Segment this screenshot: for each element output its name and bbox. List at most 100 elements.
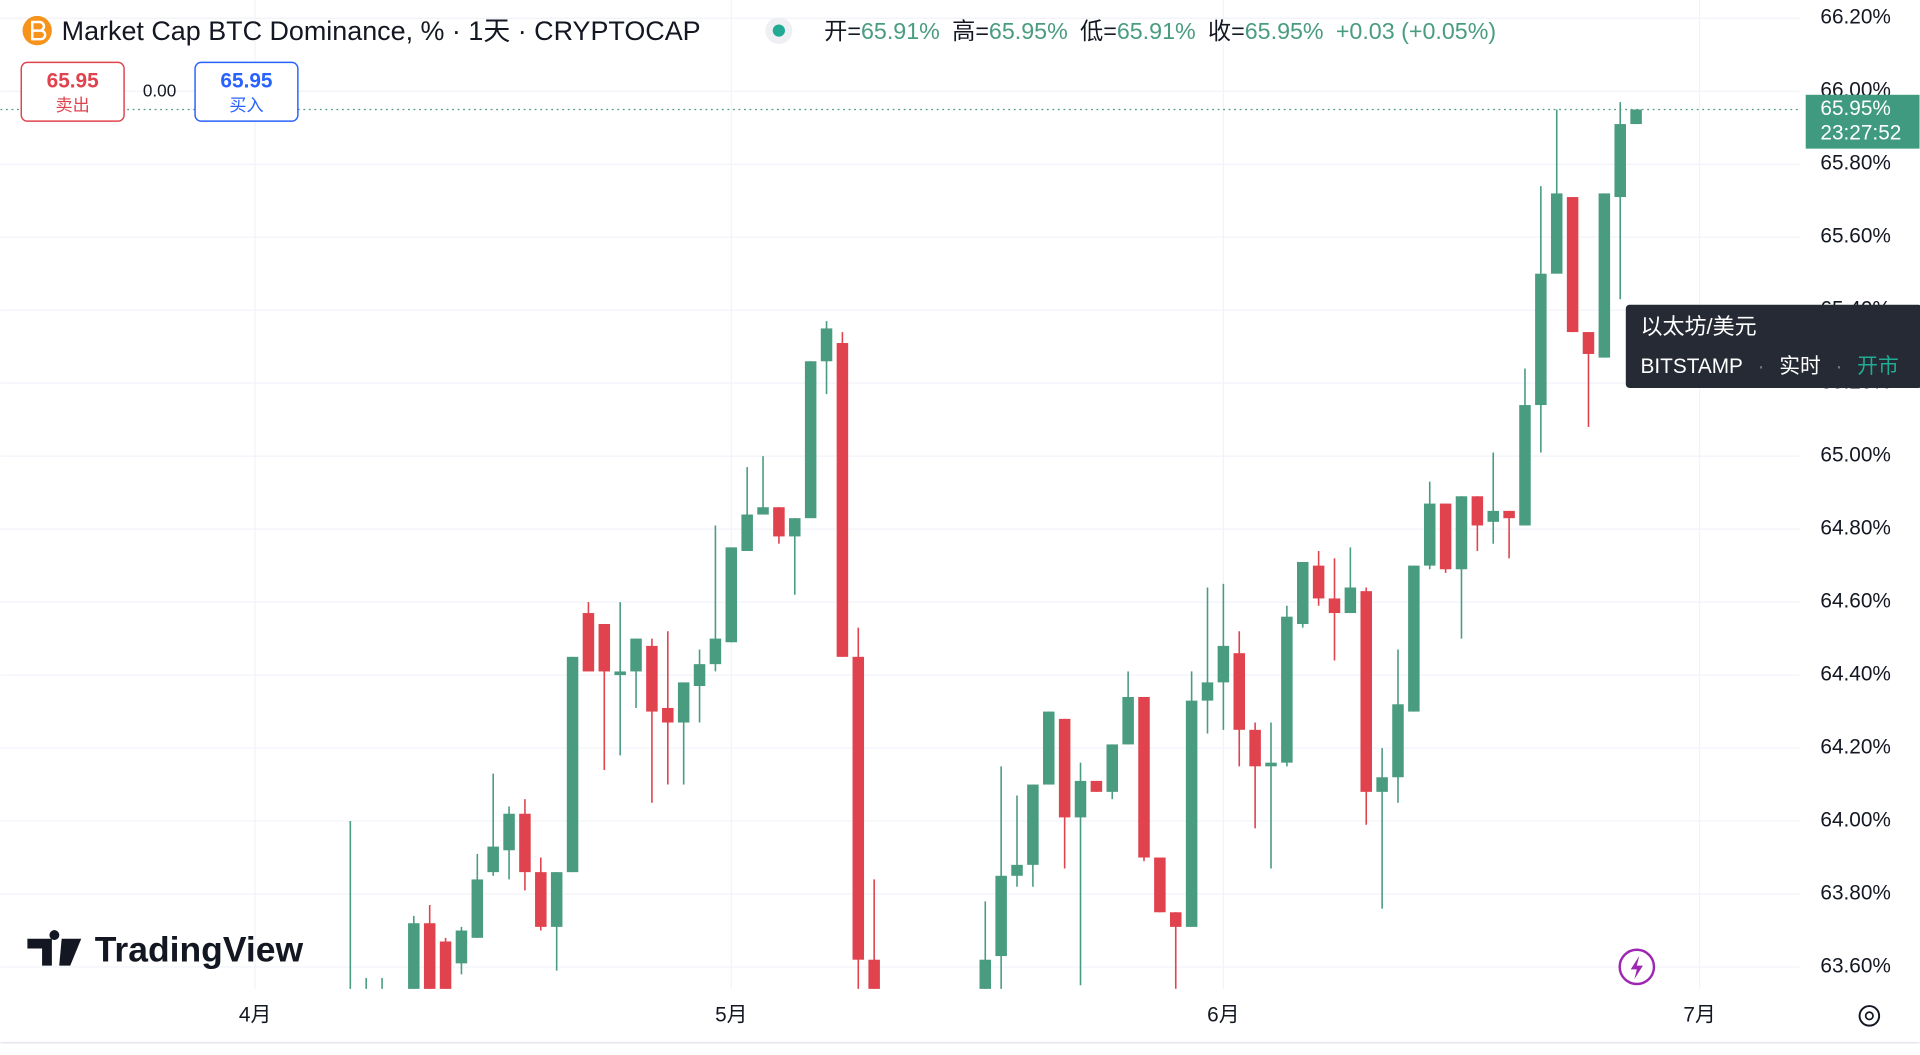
sell-price[interactable]: 65.95 xyxy=(47,70,99,93)
candle-body xyxy=(1376,777,1388,792)
candle-body xyxy=(1249,729,1261,767)
last-price-box xyxy=(1805,94,1920,149)
last-price-label: 65.95% xyxy=(1820,97,1891,120)
candle-body xyxy=(550,872,563,927)
settings-icon[interactable] xyxy=(1858,1005,1881,1027)
candle-body xyxy=(773,507,785,537)
candle-body xyxy=(868,959,880,989)
candle-body xyxy=(979,959,992,989)
candle-body xyxy=(519,813,531,873)
candle-body xyxy=(1550,193,1563,274)
legend-label: 收= xyxy=(1208,18,1245,44)
legend-value: 65.95% xyxy=(1245,18,1324,44)
sell-label[interactable]: 卖出 xyxy=(56,95,90,115)
buy-price[interactable]: 65.95 xyxy=(220,70,272,93)
y-tick-label: 65.00% xyxy=(1820,444,1891,467)
legend-label: 高= xyxy=(952,18,989,44)
candle-body xyxy=(1392,704,1404,778)
candles xyxy=(0,102,1800,989)
ohlc-legend: 开=65.91% 高=65.95% 低=65.91% 收=65.95% +0.03 (+… xyxy=(824,18,1496,44)
candle-body xyxy=(741,514,753,552)
candle-body xyxy=(836,343,849,657)
candle-body xyxy=(1471,496,1484,526)
candle-body xyxy=(1122,696,1134,745)
x-tick-label: 5月 xyxy=(715,1003,747,1026)
legend-label: 开= xyxy=(824,18,861,44)
candle-body xyxy=(1614,124,1626,198)
candle-body xyxy=(1455,496,1468,570)
candle-body xyxy=(1439,503,1452,570)
buy-button[interactable] xyxy=(194,61,299,122)
legend-value: 65.91% xyxy=(1117,18,1196,44)
candle-body xyxy=(1630,109,1642,125)
buy-label[interactable]: 买入 xyxy=(229,95,263,115)
candle-body xyxy=(1487,510,1499,522)
candle-body xyxy=(804,361,817,519)
x-tick-label: 7月 xyxy=(1683,1003,1715,1026)
tooltip-title: 以太坊/美元 xyxy=(1640,314,1756,339)
candle-body xyxy=(1360,591,1372,792)
candle-body xyxy=(789,518,801,537)
candle-body xyxy=(1090,780,1103,792)
y-tick-label: 65.80% xyxy=(1820,152,1891,175)
sell-button[interactable] xyxy=(20,61,125,122)
chart-title: Market Cap BTC Dominance, % · 1天 · CRYPT… xyxy=(62,16,701,46)
candle-body xyxy=(1281,616,1293,763)
candle-body xyxy=(630,638,642,672)
legend-label: 低= xyxy=(1080,18,1117,44)
tooltip-exchange: BITSTAMP xyxy=(1640,355,1742,378)
x-tick-label: 6月 xyxy=(1207,1003,1239,1026)
y-tick-label: 64.20% xyxy=(1820,736,1891,759)
candle-body xyxy=(1566,197,1579,333)
tooltip-line: BITSTAMP · 实时 · 开市 xyxy=(1640,355,1898,378)
candle-body xyxy=(646,645,658,712)
candle-body xyxy=(995,875,1007,957)
candle-body xyxy=(1328,598,1341,614)
settings-icon-core xyxy=(1864,1011,1874,1021)
candle-body xyxy=(662,707,674,723)
countdown: 23:27:52 xyxy=(1820,121,1901,144)
candle-body xyxy=(1027,784,1039,865)
candle-body xyxy=(1106,744,1119,792)
y-tick-label: 64.80% xyxy=(1820,517,1891,540)
candle-body xyxy=(677,682,690,723)
candle-body xyxy=(1201,682,1214,701)
candle-body xyxy=(709,638,722,665)
candle-body xyxy=(1423,503,1436,566)
candle-body xyxy=(1344,587,1357,614)
candle-body xyxy=(487,846,499,873)
candle-body xyxy=(614,671,626,676)
candle-body xyxy=(455,930,468,964)
separator: · xyxy=(1758,355,1765,378)
y-tick-label: 64.00% xyxy=(1820,809,1891,832)
candle-body xyxy=(471,879,484,938)
candle-body xyxy=(820,328,833,362)
candle-body xyxy=(1519,405,1531,526)
brand-name: TradingView xyxy=(95,930,304,970)
candle-body xyxy=(439,941,452,989)
y-tick-label: 64.40% xyxy=(1820,663,1891,686)
separator: · xyxy=(1836,355,1843,378)
candle-body xyxy=(1233,653,1246,730)
y-tick-label: 65.60% xyxy=(1820,225,1891,248)
y-tick-label: 66.20% xyxy=(1820,6,1891,29)
candle-body xyxy=(503,813,515,851)
candle-body xyxy=(725,547,738,643)
coin-glyph xyxy=(31,20,47,41)
candle-body xyxy=(1296,561,1309,624)
candle-body xyxy=(1185,700,1198,927)
candle-body xyxy=(1170,912,1182,927)
candle-body xyxy=(1582,332,1595,354)
candle-body xyxy=(1058,718,1071,818)
candle-body xyxy=(408,923,420,989)
candle-body xyxy=(598,623,611,672)
grid xyxy=(0,0,1800,989)
alert-glyph xyxy=(1630,955,1643,980)
y-tick-label: 63.80% xyxy=(1820,882,1891,905)
candle-body xyxy=(1138,696,1150,858)
tooltip-status: 开市 xyxy=(1857,355,1899,378)
overlay: Market Cap BTC Dominance, % · 1天 · CRYPT… xyxy=(0,15,1920,1044)
